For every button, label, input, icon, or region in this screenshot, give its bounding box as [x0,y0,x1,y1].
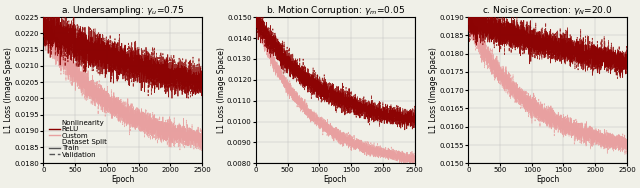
X-axis label: Epoch: Epoch [536,175,559,184]
Y-axis label: L1 Loss (Image Space): L1 Loss (Image Space) [4,47,13,133]
X-axis label: Epoch: Epoch [324,175,347,184]
X-axis label: Epoch: Epoch [111,175,134,184]
Title: b. Motion Corruption: $\gamma_m$=0.05: b. Motion Corruption: $\gamma_m$=0.05 [266,4,404,17]
Y-axis label: L1 Loss (Image Space): L1 Loss (Image Space) [429,47,438,133]
Legend: Nonlinearity, ReLU, Custom, Dataset Split, Train, Validation: Nonlinearity, ReLU, Custom, Dataset Spli… [49,119,108,158]
Y-axis label: L1 Loss (Image Space): L1 Loss (Image Space) [216,47,225,133]
Title: a. Undersampling: $\gamma_u$=0.75: a. Undersampling: $\gamma_u$=0.75 [61,4,184,17]
Title: c. Noise Correction: $\gamma_N$=20.0: c. Noise Correction: $\gamma_N$=20.0 [483,4,613,17]
